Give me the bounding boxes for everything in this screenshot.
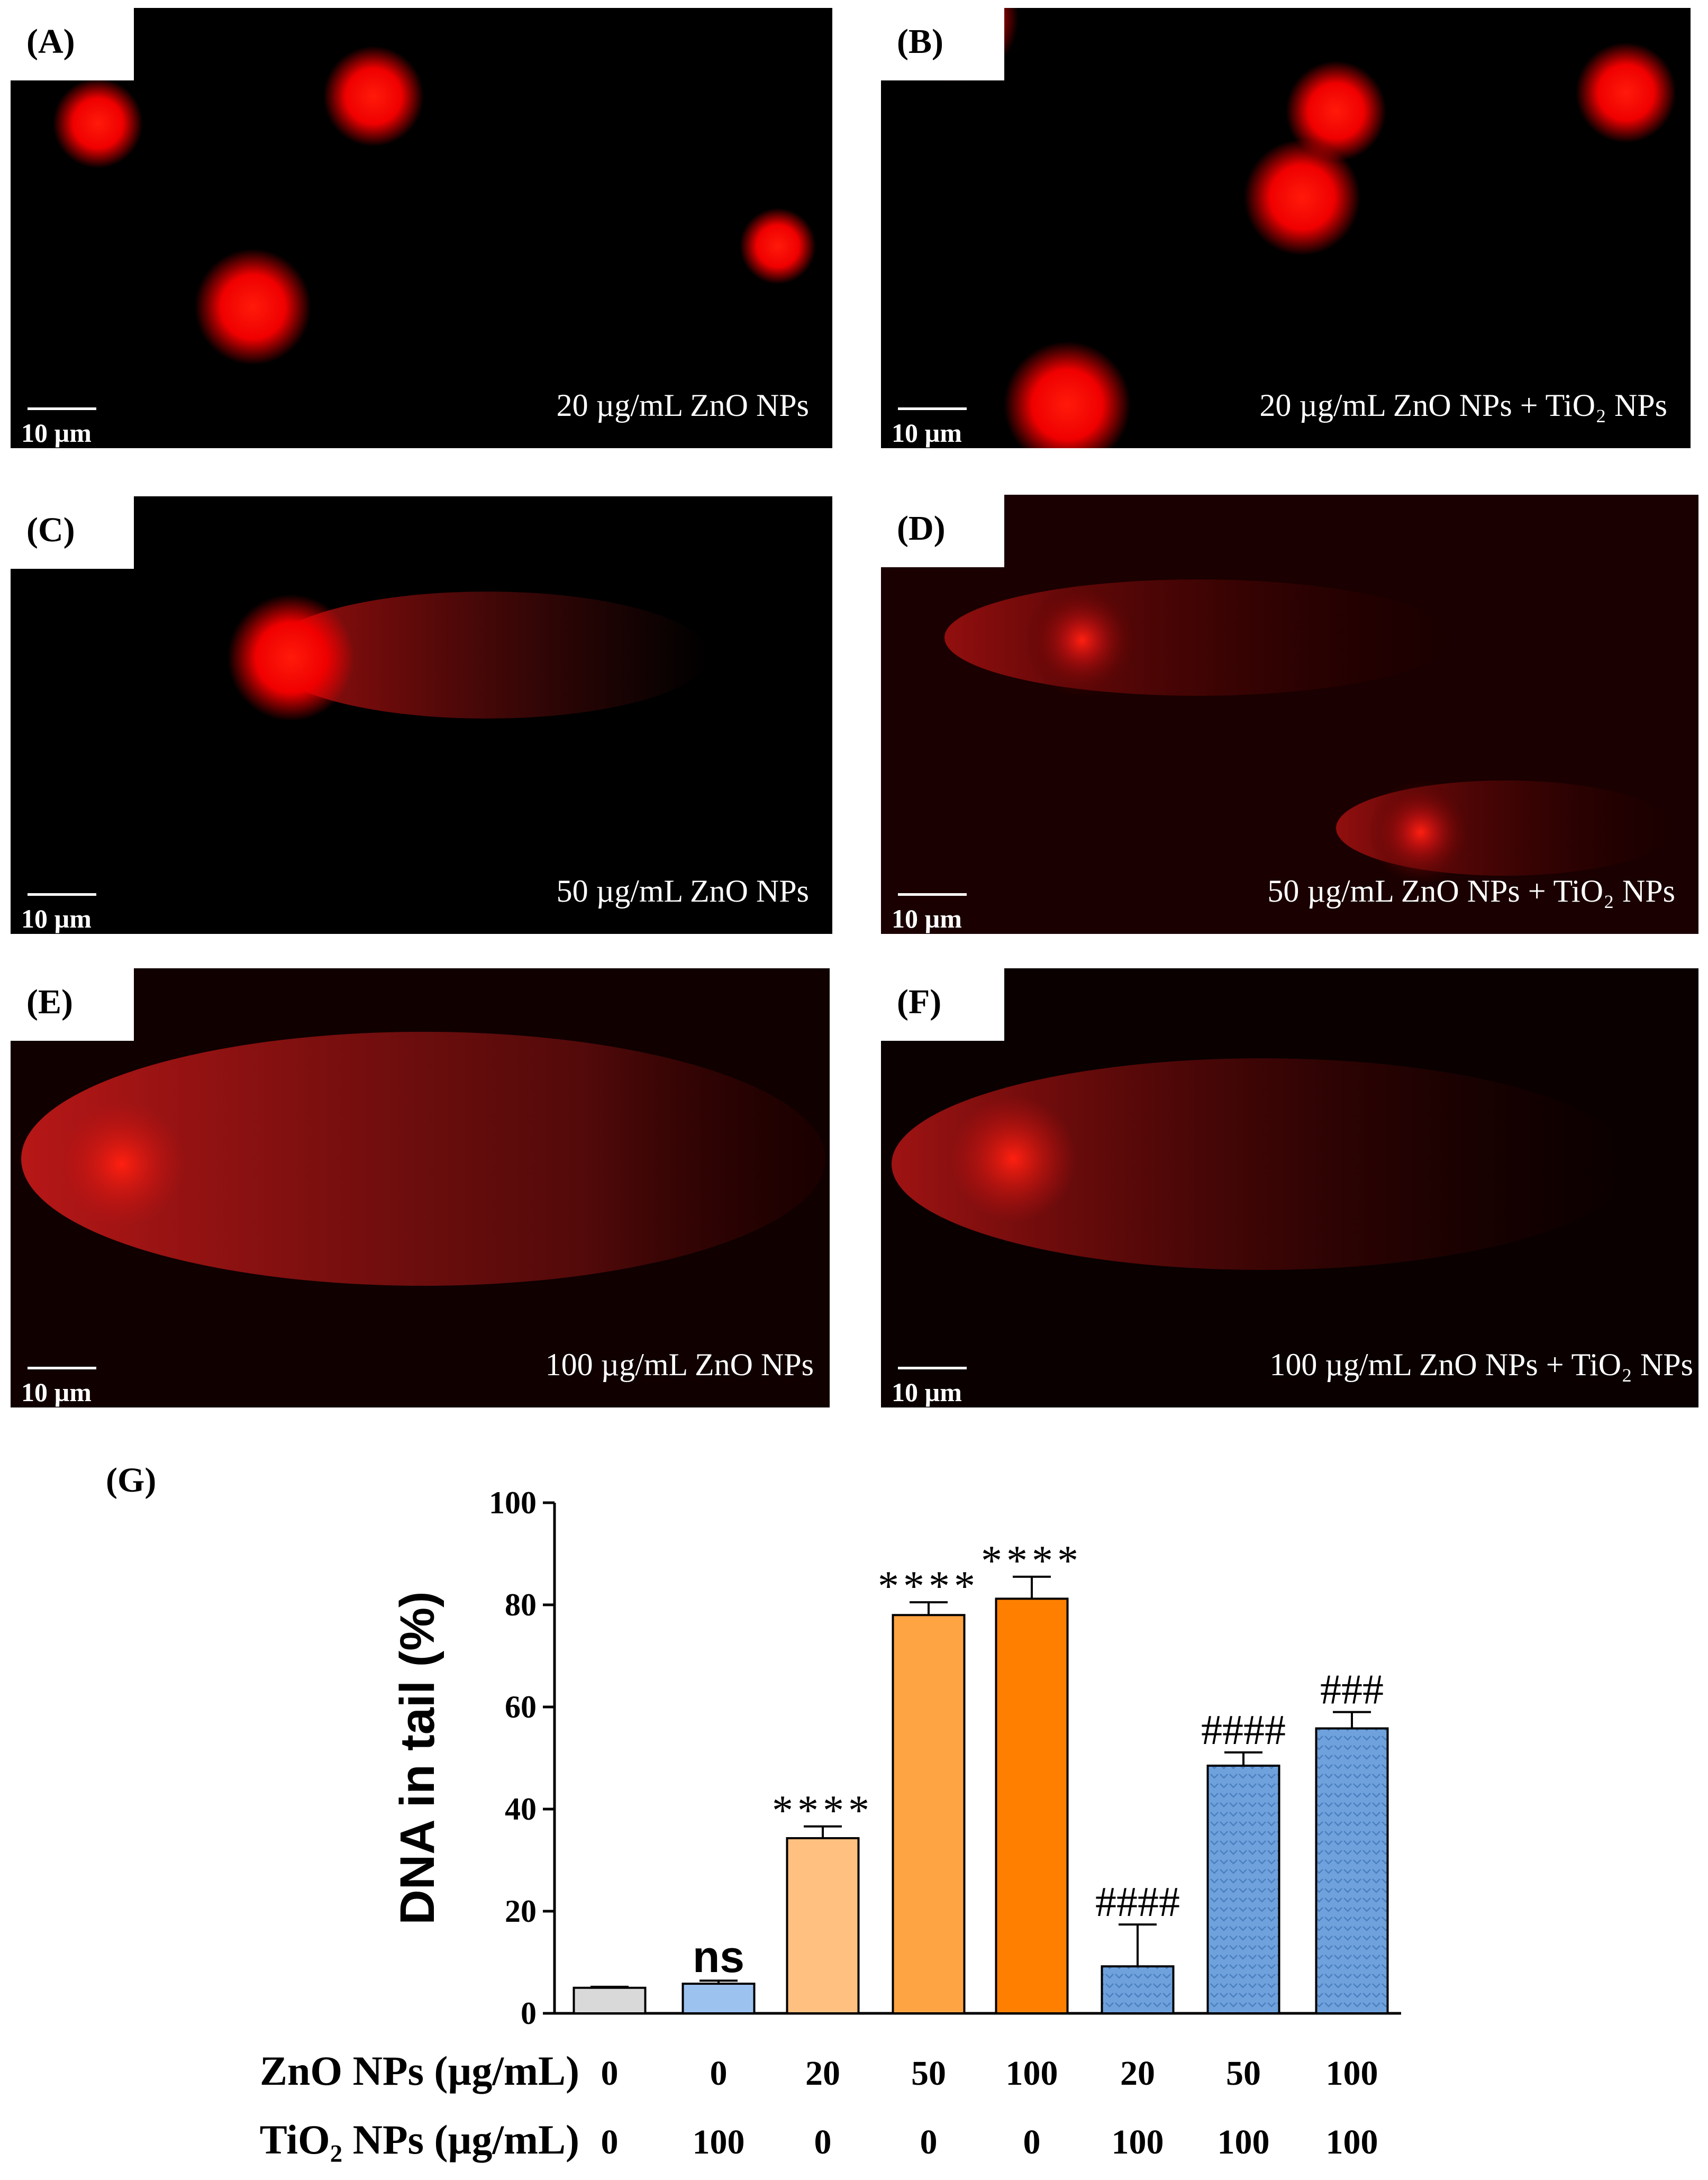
- panel-b-image: [892, 8, 1676, 448]
- significance-label: ####: [1095, 1879, 1180, 1925]
- bar: [682, 1983, 756, 2015]
- bar: [1101, 1965, 1175, 2014]
- panel-e: (E) 100 µg/mL ZnO NPs 10 µm: [11, 968, 830, 1407]
- panel-d-label: (D): [881, 495, 1004, 567]
- panel-c-caption: 50 µg/mL ZnO NPs: [556, 874, 809, 909]
- y-tick-label: 100: [489, 1485, 537, 1520]
- y-axis-label: DNA in tail (%): [390, 1591, 444, 1924]
- zno-dose-label: 0: [710, 2054, 728, 2093]
- panel-c-scale-text: 10 µm: [21, 904, 92, 933]
- y-tick-label: 40: [505, 1792, 537, 1827]
- tio2-dose-label: 100: [693, 2123, 745, 2161]
- panel-f-scale-text: 10 µm: [892, 1377, 962, 1407]
- panel-e-label: (E): [11, 968, 134, 1041]
- bar: [786, 1837, 860, 2014]
- tio2-dose-label: 100: [1112, 2123, 1164, 2161]
- bar: [573, 1986, 647, 2014]
- panel-f-caption: 100 µg/mL ZnO NPs + TiO₂ NPs: [1269, 1347, 1693, 1382]
- significance-label: ****: [981, 1538, 1083, 1584]
- significance-label: ####: [1201, 1707, 1286, 1754]
- tio2-dose-label: 100: [1326, 2123, 1378, 2161]
- panel-d: (D) 50 µg/mL ZnO NPs + TiO₂ NPs 10 µm: [881, 495, 1698, 934]
- bar: [1206, 1764, 1280, 2014]
- tio2-dose-label: 0: [814, 2123, 832, 2161]
- panel-a-scale-text: 10 µm: [21, 418, 92, 448]
- panel-f-image: [892, 1058, 1632, 1270]
- panel-c: (C) 50 µg/mL ZnO NPs 10 µm: [11, 496, 832, 934]
- zno-dose-label: 100: [1326, 2054, 1378, 2093]
- panel-b-label: (B): [881, 8, 1004, 80]
- significance-label: ****: [772, 1787, 874, 1834]
- panel-a-scalebar: [28, 407, 96, 410]
- tio2-dose-label: 0: [920, 2123, 938, 2161]
- panel-c-scalebar: [28, 893, 96, 896]
- tio2-row-label: TiO₂ NPs (µg/mL): [260, 2117, 579, 2163]
- panel-a-caption: 20 µg/mL ZnO NPs: [556, 388, 809, 423]
- tio2-dose-label: 0: [601, 2123, 619, 2161]
- chart-label: (G): [106, 1461, 157, 1500]
- significance-label: ****: [878, 1563, 979, 1610]
- panel-d-image: [944, 579, 1675, 885]
- significance-label: ###: [1320, 1667, 1384, 1713]
- panel-c-image: [228, 592, 709, 721]
- panel-f-label: (F): [881, 968, 1004, 1041]
- panel-e-caption: 100 µg/mL ZnO NPs: [545, 1347, 814, 1382]
- panel-e-scalebar: [28, 1367, 96, 1369]
- panel-e-image: [21, 1032, 825, 1286]
- zno-dose-label: 0: [601, 2054, 619, 2093]
- panel-d-caption: 50 µg/mL ZnO NPs + TiO₂ NPs: [1267, 874, 1675, 909]
- tio2-dose-label: 100: [1218, 2123, 1270, 2161]
- y-tick-label: 20: [505, 1894, 537, 1929]
- panel-b-caption: 20 µg/mL ZnO NPs + TiO₂ NPs: [1259, 388, 1667, 423]
- panel-f: (F) 100 µg/mL ZnO NPs + TiO₂ NPs 10 µm: [881, 968, 1698, 1407]
- panel-d-scale-text: 10 µm: [892, 904, 962, 933]
- panel-a-image: [53, 46, 816, 365]
- y-tick-label: 80: [505, 1587, 537, 1622]
- zno-dose-label: 50: [1226, 2054, 1261, 2093]
- zno-row-label: ZnO NPs (µg/mL): [260, 2048, 579, 2094]
- bar-chart: 0 20 40 60 80 100 DNA in tail (%) 0 0 ns 0 100 **** 2…: [260, 1485, 1401, 2163]
- panel-f-scalebar: [898, 1367, 967, 1369]
- zno-dose-label: 20: [1120, 2054, 1155, 2093]
- zno-dose-label: 50: [911, 2054, 946, 2093]
- bar: [1315, 1727, 1389, 2014]
- panel-b-scale-text: 10 µm: [892, 418, 962, 448]
- tio2-dose-label: 0: [1023, 2123, 1041, 2161]
- y-tick-label: 60: [505, 1690, 537, 1724]
- significance-label: ns: [693, 1932, 744, 1982]
- panel-b-scalebar: [898, 407, 967, 410]
- panel-c-label: (C): [11, 496, 134, 569]
- panel-d-scalebar: [898, 893, 967, 896]
- y-tick-label: 0: [521, 1996, 537, 2031]
- panel-a-label: (A): [11, 8, 134, 80]
- panel-b: (B) 20 µg/mL ZnO NPs + TiO₂ NPs 10 µm: [881, 8, 1691, 448]
- panel-a: (A) 20 µg/mL ZnO NPs 10 µm: [11, 8, 832, 448]
- zno-dose-label: 20: [805, 2054, 840, 2093]
- bar: [892, 1614, 966, 2014]
- panel-e-scale-text: 10 µm: [21, 1377, 92, 1407]
- zno-dose-label: 100: [1006, 2054, 1058, 2093]
- bar: [995, 1597, 1069, 2015]
